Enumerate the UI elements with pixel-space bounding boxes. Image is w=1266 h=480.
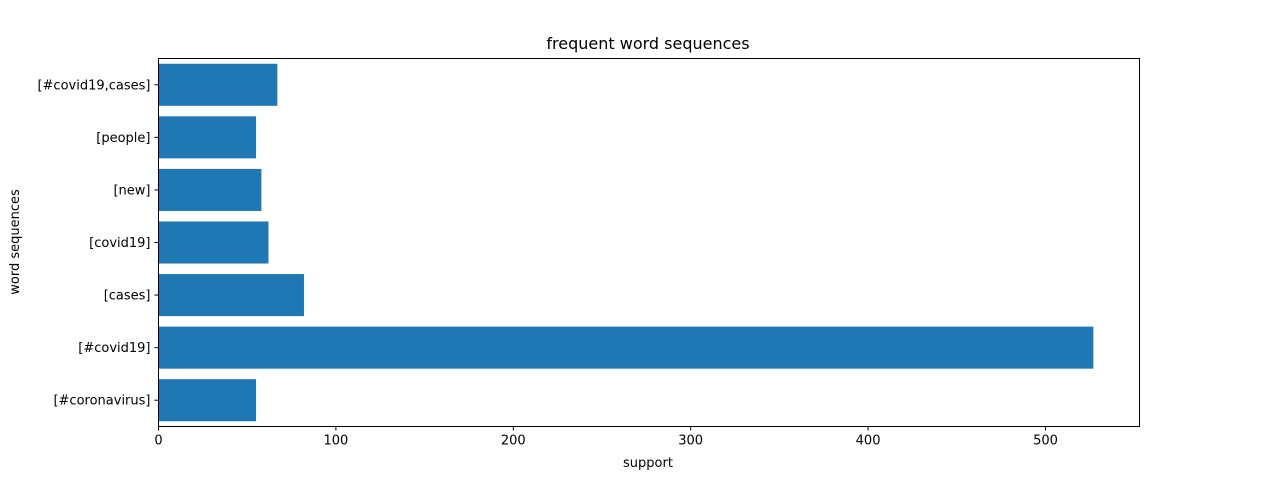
x-tick-label: 500 bbox=[1033, 434, 1058, 449]
y-tick-label: [new] bbox=[113, 183, 150, 198]
y-tick-label: [covid19] bbox=[89, 236, 150, 251]
y-tick-label: [people] bbox=[96, 131, 150, 146]
chart-title: frequent word sequences bbox=[546, 34, 749, 53]
x-tick-label: 0 bbox=[154, 434, 162, 449]
x-axis-ticks: 0 100 200 300 400 500 bbox=[154, 426, 1058, 449]
bar bbox=[158, 274, 304, 317]
x-tick-label: 300 bbox=[678, 434, 703, 449]
y-tick-label: [#coronavirus] bbox=[53, 394, 150, 409]
y-tick-label: [#covid19,cases] bbox=[37, 78, 150, 93]
bar bbox=[158, 116, 257, 159]
y-axis-label: word sequences bbox=[8, 189, 23, 295]
x-axis-label: support bbox=[623, 456, 673, 471]
bar bbox=[158, 63, 278, 106]
bar bbox=[158, 221, 269, 264]
plot-area-frame bbox=[158, 58, 1140, 427]
bars-group bbox=[158, 63, 1094, 422]
x-tick-label: 100 bbox=[323, 434, 348, 449]
bar bbox=[158, 326, 1094, 369]
x-tick-label: 400 bbox=[856, 434, 881, 449]
y-axis-ticks: [#coronavirus] [#covid19] [cases] [covid19]… bbox=[37, 78, 159, 409]
y-tick-label: [#covid19] bbox=[78, 341, 150, 356]
x-tick-label: 200 bbox=[501, 434, 526, 449]
bar bbox=[158, 168, 262, 211]
y-tick-label: [cases] bbox=[104, 289, 151, 304]
bar bbox=[158, 379, 257, 422]
